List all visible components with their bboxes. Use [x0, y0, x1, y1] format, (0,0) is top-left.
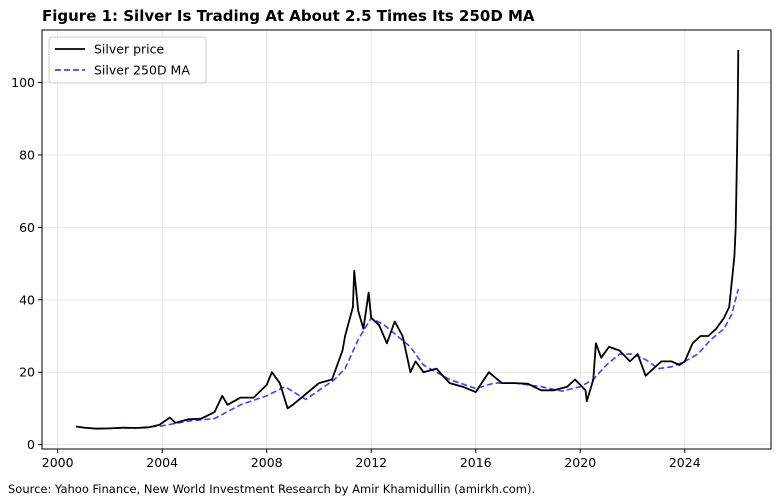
y-tick-label: 80	[19, 147, 35, 162]
x-tick-label: 2024	[669, 455, 701, 470]
series-line	[96, 288, 740, 430]
legend-label: Silver 250D MA	[94, 63, 190, 78]
series-line	[75, 49, 740, 430]
x-tick-label: 2008	[251, 455, 283, 470]
series-silver-250d-ma	[96, 288, 740, 430]
y-tick-label: 20	[19, 365, 35, 380]
legend-box	[48, 36, 207, 84]
x-tick-label: 2012	[355, 455, 387, 470]
x-tick-label: 2020	[564, 455, 596, 470]
y-tick-label: 100	[11, 75, 35, 90]
y-tick-label: 40	[19, 292, 35, 307]
x-tick-label: 2004	[146, 455, 178, 470]
series-silver-price	[75, 49, 740, 430]
source-note: Source: Yahoo Finance, New World Investm…	[8, 482, 536, 496]
legend: Silver price Silver 250D MA	[48, 36, 207, 84]
legend-label: Silver price	[94, 42, 165, 57]
plot-frame	[41, 29, 772, 450]
y-tick-label: 0	[27, 437, 35, 452]
x-tick-label: 2000	[42, 455, 74, 470]
x-tick-label: 2016	[460, 455, 492, 470]
chart-title: Figure 1: Silver Is Trading At About 2.5…	[42, 7, 535, 25]
y-tick-label: 60	[19, 220, 35, 235]
